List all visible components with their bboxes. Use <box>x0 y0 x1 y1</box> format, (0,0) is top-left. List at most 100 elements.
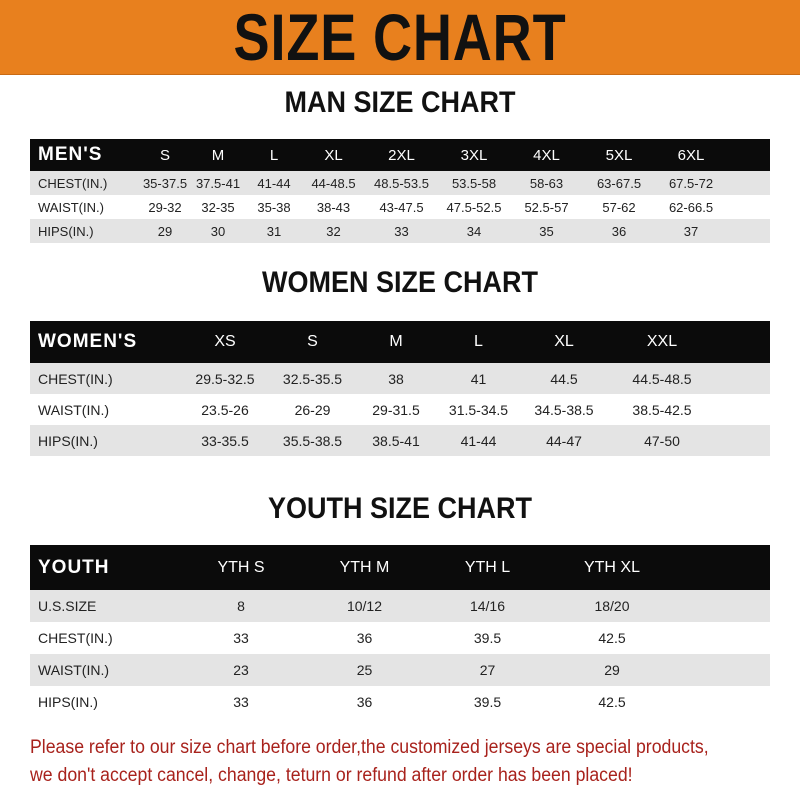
measurement-cell: 29-32 <box>148 199 182 215</box>
measurement-cell: 43-47.5 <box>379 199 424 215</box>
size-column-header: 5XL <box>605 146 633 164</box>
measurement-cell: 47.5-52.5 <box>446 199 502 215</box>
notice-line-2: we don't accept cancel, change, teturn o… <box>30 765 633 786</box>
measurement-cell: 41-44 <box>257 175 291 191</box>
measurement-label: HIPS(IN.) <box>38 432 98 449</box>
size-column-header: YTH XL <box>583 558 640 576</box>
table-header-row: MEN'S S M L XL 2XL 3XL 4XL 5XL 6XL <box>30 139 770 171</box>
measurement-cell: 33-35.5 <box>201 432 249 449</box>
table-category-label: YOUTH <box>38 556 110 578</box>
measurement-cell: 35-38 <box>257 199 291 215</box>
size-column-header: YTH M <box>339 558 390 576</box>
measurement-cell: 29.5-32.5 <box>195 370 255 387</box>
measurement-cell: 29 <box>157 223 173 239</box>
size-column-header: XL <box>554 333 574 350</box>
measurement-cell: 44.5 <box>550 370 578 387</box>
measurement-cell: 52.5-57 <box>524 199 569 215</box>
measurement-label: WAIST(IN.) <box>38 199 104 215</box>
page-title: SIZE CHART <box>233 0 567 74</box>
measurement-cell: 36 <box>611 223 627 239</box>
measurement-label: HIPS(IN.) <box>38 694 98 710</box>
table-row: CHEST(IN.) 35-37.5 37.5-41 41-44 44-48.5 48.5… <box>30 171 770 195</box>
size-column-header: YTH S <box>217 558 265 576</box>
table-category-label: WOMEN'S <box>38 331 138 352</box>
measurement-cell: 36 <box>356 630 373 646</box>
measurement-cell: 36 <box>356 694 373 710</box>
measurement-cell: 38 <box>388 370 404 387</box>
table-row: HIPS(IN.) 33-35.5 35.5-38.5 38.5-41 41-44 44-… <box>30 425 770 456</box>
measurement-cell: 10/12 <box>346 598 383 614</box>
measurement-cell: 31.5-34.5 <box>448 401 509 418</box>
measurement-cell: 63-67.5 <box>596 175 642 191</box>
table-row: CHEST(IN.) 29.5-32.5 32.5-35.5 38 41 44.5 44.5… <box>30 363 770 394</box>
size-column-header: 4XL <box>533 146 560 164</box>
measurement-cell: 29 <box>604 662 620 678</box>
size-column-header: 2XL <box>388 146 415 164</box>
measurement-cell: 31 <box>266 223 282 239</box>
table-header-row: YOUTH YTH S YTH M YTH L YTH XL <box>30 545 770 590</box>
measurement-label: HIPS(IN.) <box>38 223 94 239</box>
measurement-cell: 32.5-35.5 <box>282 370 343 387</box>
measurement-cell: 8 <box>237 598 245 614</box>
measurement-cell: 47-50 <box>644 432 680 449</box>
measurement-cell: 33 <box>394 223 409 239</box>
men-size-table: MEN'S S M L XL 2XL 3XL 4XL 5XL 6XL CHEST(IN.) 35-37… <box>30 139 770 243</box>
women-section-title: WOMEN SIZE CHART <box>262 266 538 299</box>
measurement-cell: 58-63 <box>529 175 564 191</box>
measurement-cell: 14/16 <box>469 598 506 614</box>
measurement-cell: 42.5 <box>598 630 626 646</box>
size-column-header: M <box>389 333 403 350</box>
measurement-cell: 30 <box>210 223 226 239</box>
measurement-cell: 32 <box>326 223 341 239</box>
measurement-cell: 35 <box>539 223 554 239</box>
men-section-title: MAN SIZE CHART <box>284 86 516 119</box>
table-row: U.S.SIZE 8 10/12 14/16 18/20 <box>30 590 770 622</box>
table-row: CHEST(IN.) 33 36 39.5 42.5 <box>30 622 770 654</box>
measurement-cell: 67.5-72 <box>668 175 714 191</box>
measurement-cell: 33 <box>233 694 249 710</box>
measurement-label: CHEST(IN.) <box>38 370 113 387</box>
table-category-label: MEN'S <box>38 144 103 165</box>
measurement-cell: 23.5-26 <box>201 401 249 418</box>
measurement-cell: 18/20 <box>594 598 630 614</box>
measurement-cell: 48.5-53.5 <box>374 175 429 191</box>
table-row: WAIST(IN.) 23.5-26 26-29 29-31.5 31.5-34.5 34… <box>30 394 770 425</box>
youth-section-title: YOUTH SIZE CHART <box>267 492 533 525</box>
measurement-cell: 29-31.5 <box>372 401 420 418</box>
order-notice: Please refer to our size chart before or… <box>30 734 737 790</box>
women-size-table: WOMEN'S XS S M L XL XXL CHEST(IN.) 29.5-32.5 32.5… <box>30 321 770 456</box>
table-header-row: WOMEN'S XS S M L XL XXL <box>30 321 770 363</box>
measurement-cell: 44.5-48.5 <box>632 370 692 387</box>
title-banner: SIZE CHART <box>0 0 800 75</box>
measurement-cell: 38.5-41 <box>372 432 420 449</box>
measurement-cell: 44-47 <box>546 432 582 449</box>
measurement-cell: 27 <box>479 662 496 678</box>
measurement-cell: 33 <box>233 630 249 646</box>
measurement-cell: 26-29 <box>294 401 331 418</box>
measurement-cell: 44-48.5 <box>311 175 356 191</box>
measurement-label: CHEST(IN.) <box>38 175 108 191</box>
measurement-label: WAIST(IN.) <box>38 401 110 418</box>
size-column-header: 6XL <box>677 146 705 164</box>
measurement-cell: 37 <box>683 223 699 239</box>
measurement-label: CHEST(IN.) <box>38 630 113 646</box>
measurement-cell: 35-37.5 <box>142 175 188 191</box>
size-column-header: XL <box>324 146 343 164</box>
measurement-cell: 34 <box>466 223 482 239</box>
measurement-cell: 41-44 <box>460 432 497 449</box>
size-column-header: L <box>269 146 279 164</box>
size-column-header: S <box>159 146 170 164</box>
measurement-cell: 23 <box>233 662 249 678</box>
size-column-header: XXL <box>646 333 678 350</box>
table-row: WAIST(IN.) 29-32 32-35 35-38 38-43 43-47.5 47.… <box>30 195 770 219</box>
youth-size-table: YOUTH YTH S YTH M YTH L YTH XL U.S.SIZE 8 10/12… <box>30 545 770 718</box>
measurement-cell: 38.5-42.5 <box>632 401 692 418</box>
size-column-header: 3XL <box>460 146 488 164</box>
measurement-cell: 34.5-38.5 <box>534 401 594 418</box>
measurement-label: U.S.SIZE <box>38 598 97 614</box>
measurement-cell: 41 <box>470 370 487 387</box>
measurement-cell: 39.5 <box>473 630 502 646</box>
size-column-header: M <box>211 146 225 164</box>
size-column-header: L <box>474 333 483 350</box>
measurement-cell: 32-35 <box>201 199 235 215</box>
